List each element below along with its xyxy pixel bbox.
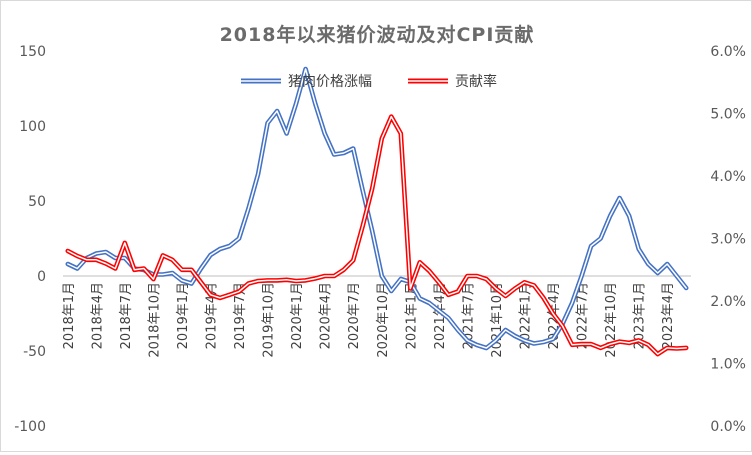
left-tick-label: 50 (28, 194, 46, 210)
series-lines (65, 66, 689, 357)
left-tick-label: 0 (37, 269, 46, 285)
legend: 猪肉价格涨幅 贡献率 (241, 73, 497, 90)
left-tick-label: 100 (19, 119, 46, 135)
right-tick-label: 0.0% (710, 419, 746, 435)
right-tick-label: 2.0% (710, 294, 746, 310)
left-tick-label: -50 (23, 344, 46, 360)
x-tick-label: 2020年1月 (290, 282, 305, 349)
left-tick-label: -100 (14, 419, 46, 435)
legend-label-1: 贡献率 (455, 73, 497, 90)
right-tick-label: 3.0% (710, 232, 746, 248)
x-tick-label: 2020年10月 (376, 282, 391, 358)
x-tick-label: 2019年10月 (262, 282, 277, 358)
x-tick-label: 2020年4月 (319, 282, 334, 349)
x-tick-label: 2018年1月 (62, 282, 77, 349)
x-tick-label: 2018年10月 (147, 282, 162, 358)
right-axis: 0.0% 1.0% 2.0% 3.0% 4.0% 5.0% 6.0% (710, 44, 746, 435)
series-line-core-0 (67, 68, 687, 349)
x-tick-label: 2022年10月 (604, 282, 619, 358)
right-tick-label: 5.0% (710, 107, 746, 123)
x-axis: 2018年1月 2018年4月 2018年7月 2018年10月 2019年1月 2019… (62, 275, 691, 358)
right-tick-label: 6.0% (710, 44, 746, 60)
x-tick-label: 2023年4月 (661, 282, 676, 349)
x-tick-label: 2022年1月 (518, 282, 533, 349)
series-line-core-1 (67, 115, 687, 355)
x-tick-label: 2021年7月 (461, 282, 476, 349)
left-axis: -100 -50 0 50 100 150 (14, 44, 46, 435)
right-tick-label: 4.0% (710, 169, 746, 185)
x-tick-label: 2018年7月 (119, 282, 134, 349)
x-tick-label: 2021年4月 (433, 282, 448, 349)
x-tick-label: 2023年1月 (633, 282, 648, 349)
x-tick-label: 2021年1月 (404, 282, 419, 349)
x-tick-label: 2019年7月 (233, 282, 248, 349)
left-tick-label: 150 (19, 44, 46, 60)
x-tick-label: 2018年4月 (90, 282, 105, 349)
x-tick-label: 2021年10月 (490, 282, 505, 358)
x-tick-label: 2020年7月 (347, 282, 362, 349)
chart-title: 2018年以来猪价波动及对CPI贡献 (220, 23, 535, 46)
x-tick-label: 2022年7月 (576, 282, 591, 349)
right-tick-label: 1.0% (710, 357, 746, 373)
legend-label-0: 猪肉价格涨幅 (288, 74, 372, 90)
x-tick-label: 2019年1月 (176, 282, 191, 349)
